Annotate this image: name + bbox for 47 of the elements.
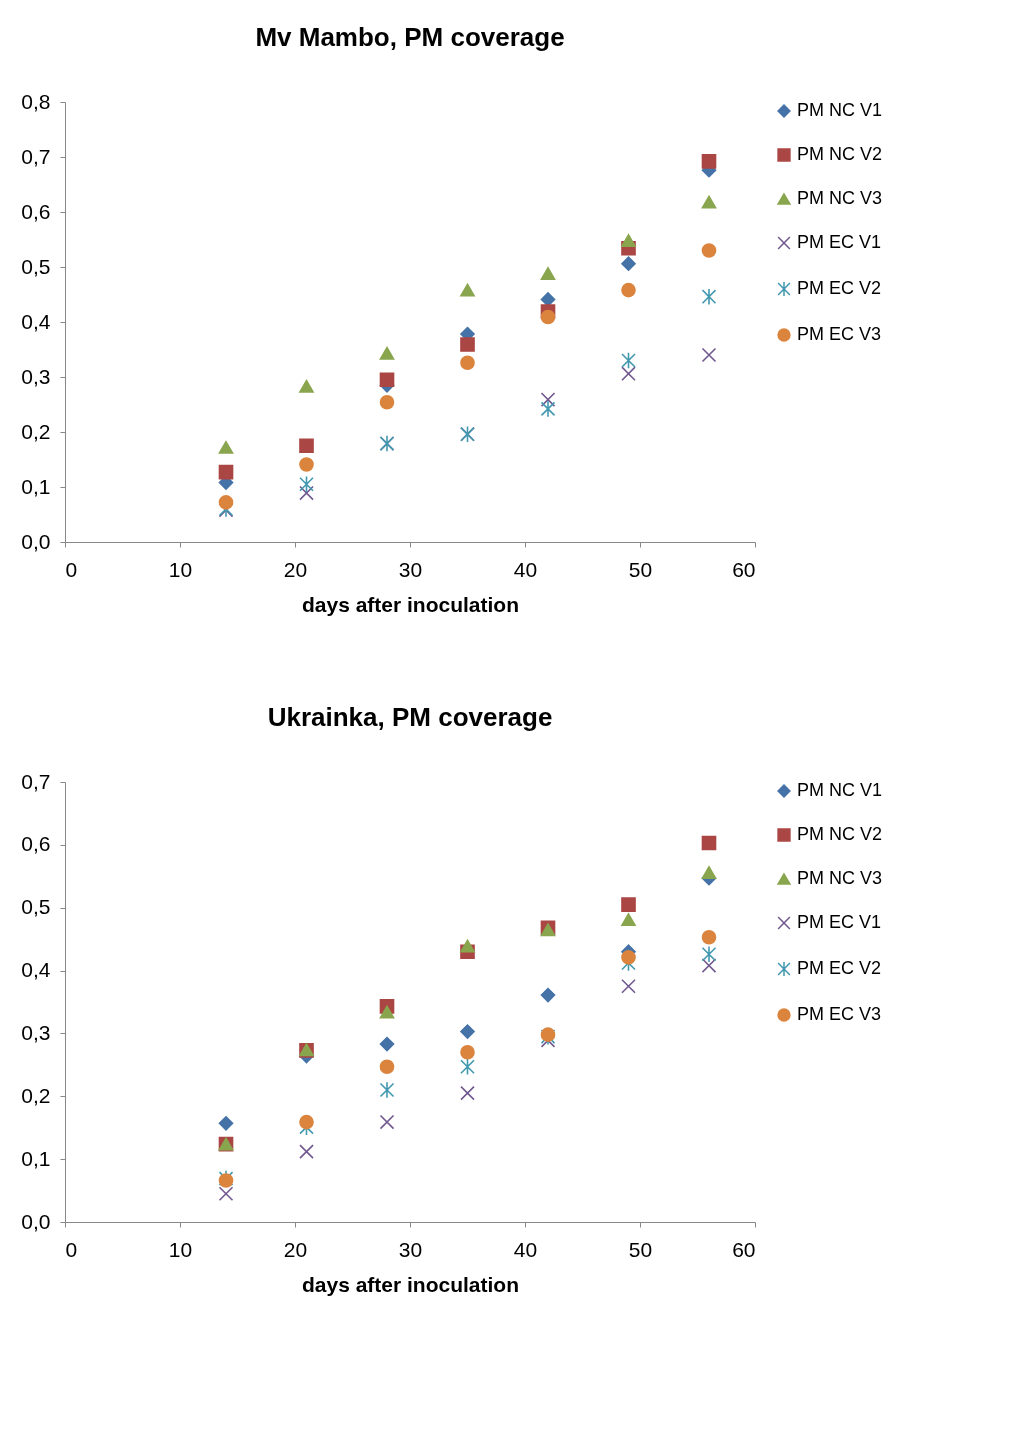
chart-title: Ukrainka, PM coverage — [267, 702, 553, 732]
legend-label: PM EC V3 — [797, 324, 882, 344]
x-tick-label: 20 — [283, 557, 308, 581]
x-tick-label: 60 — [732, 1237, 756, 1261]
x-tick-label: 60 — [732, 557, 756, 581]
y-tick-label: 0,7 — [21, 769, 51, 793]
y-tick-label: 0,1 — [21, 474, 51, 498]
x-tick-label: 30 — [398, 557, 423, 581]
y-tick-label: 0,3 — [21, 364, 51, 388]
x-tick-label: 0 — [65, 1237, 78, 1261]
x-axis-title: days after inoculation — [301, 592, 520, 616]
legend-label: PM NC V1 — [797, 780, 883, 800]
x-tick-label: 10 — [168, 557, 193, 581]
y-tick-label: 0,6 — [21, 199, 51, 223]
y-tick-label: 0,7 — [21, 144, 51, 168]
x-tick-label: 20 — [283, 1237, 308, 1261]
x-tick-label: 50 — [628, 557, 653, 581]
legend-label: PM EC V1 — [797, 232, 882, 252]
y-tick-label: 0,5 — [21, 254, 51, 278]
y-tick-label: 0,3 — [21, 1020, 51, 1044]
x-tick-label: 0 — [65, 557, 78, 581]
legend-label: PM EC V1 — [797, 912, 882, 932]
legend-label: PM EC V2 — [797, 958, 882, 978]
x-tick-label: 40 — [513, 557, 538, 581]
x-tick-label: 10 — [168, 1237, 193, 1261]
y-tick-label: 0,1 — [21, 1146, 51, 1170]
y-tick-label: 0,5 — [21, 895, 51, 919]
y-tick-label: 0,8 — [21, 89, 51, 113]
y-tick-label: 0,4 — [21, 309, 51, 333]
legend-label: PM NC V2 — [797, 824, 883, 844]
y-tick-label: 0,6 — [21, 832, 51, 856]
y-tick-label: 0,4 — [21, 958, 51, 982]
legend-label: PM EC V3 — [797, 1004, 882, 1024]
legend-label: PM NC V1 — [797, 100, 883, 120]
legend-label: PM EC V2 — [797, 278, 882, 298]
y-tick-label: 0,0 — [21, 529, 51, 553]
chart-title: Mv Mambo, PM coverage — [255, 22, 565, 52]
legend-label: PM NC V3 — [797, 868, 883, 888]
legend-label: PM NC V2 — [797, 144, 883, 164]
y-tick-label: 0,2 — [21, 1083, 51, 1107]
x-axis-title: days after inoculation — [301, 1272, 520, 1296]
legend-label: PM NC V3 — [797, 188, 883, 208]
y-tick-label: 0,0 — [21, 1209, 51, 1233]
y-tick-label: 0,2 — [21, 419, 51, 443]
x-tick-label: 50 — [628, 1237, 653, 1261]
x-tick-label: 30 — [398, 1237, 423, 1261]
x-tick-label: 40 — [513, 1237, 538, 1261]
